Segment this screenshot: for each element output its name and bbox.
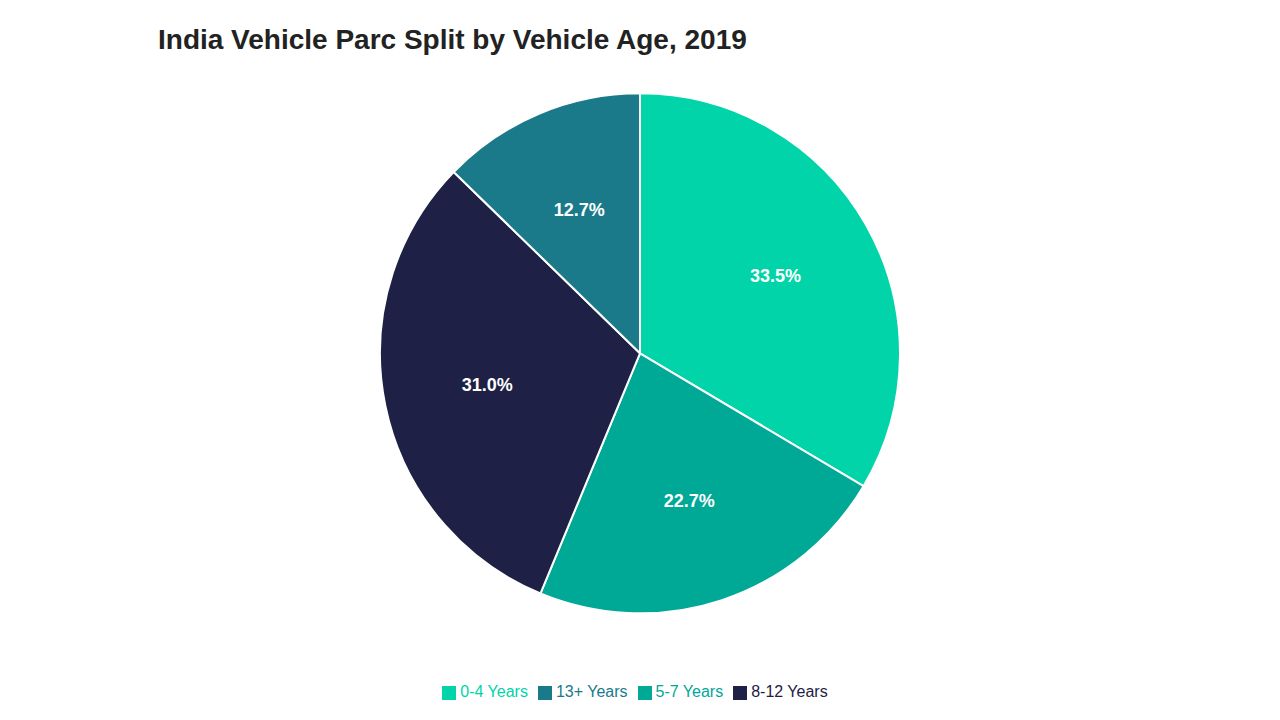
svg-text:33.5%: 33.5% xyxy=(750,266,801,286)
html-text:13+ Years: 13+ Years xyxy=(555,683,628,700)
svg-text:22.7%: 22.7% xyxy=(664,491,715,511)
svg-text:31.0%: 31.0% xyxy=(462,375,513,395)
html-text:8-12 Years: 8-12 Years xyxy=(751,683,828,700)
html-text:India Vehicle Parc Split by Ve: India Vehicle Parc Split by Vehicle Age,… xyxy=(158,24,747,55)
svg-text:12.7%: 12.7% xyxy=(554,200,605,220)
html-text:5-7 Years: 5-7 Years xyxy=(655,683,724,700)
html-text:0-4 Years: 0-4 Years xyxy=(460,683,528,700)
